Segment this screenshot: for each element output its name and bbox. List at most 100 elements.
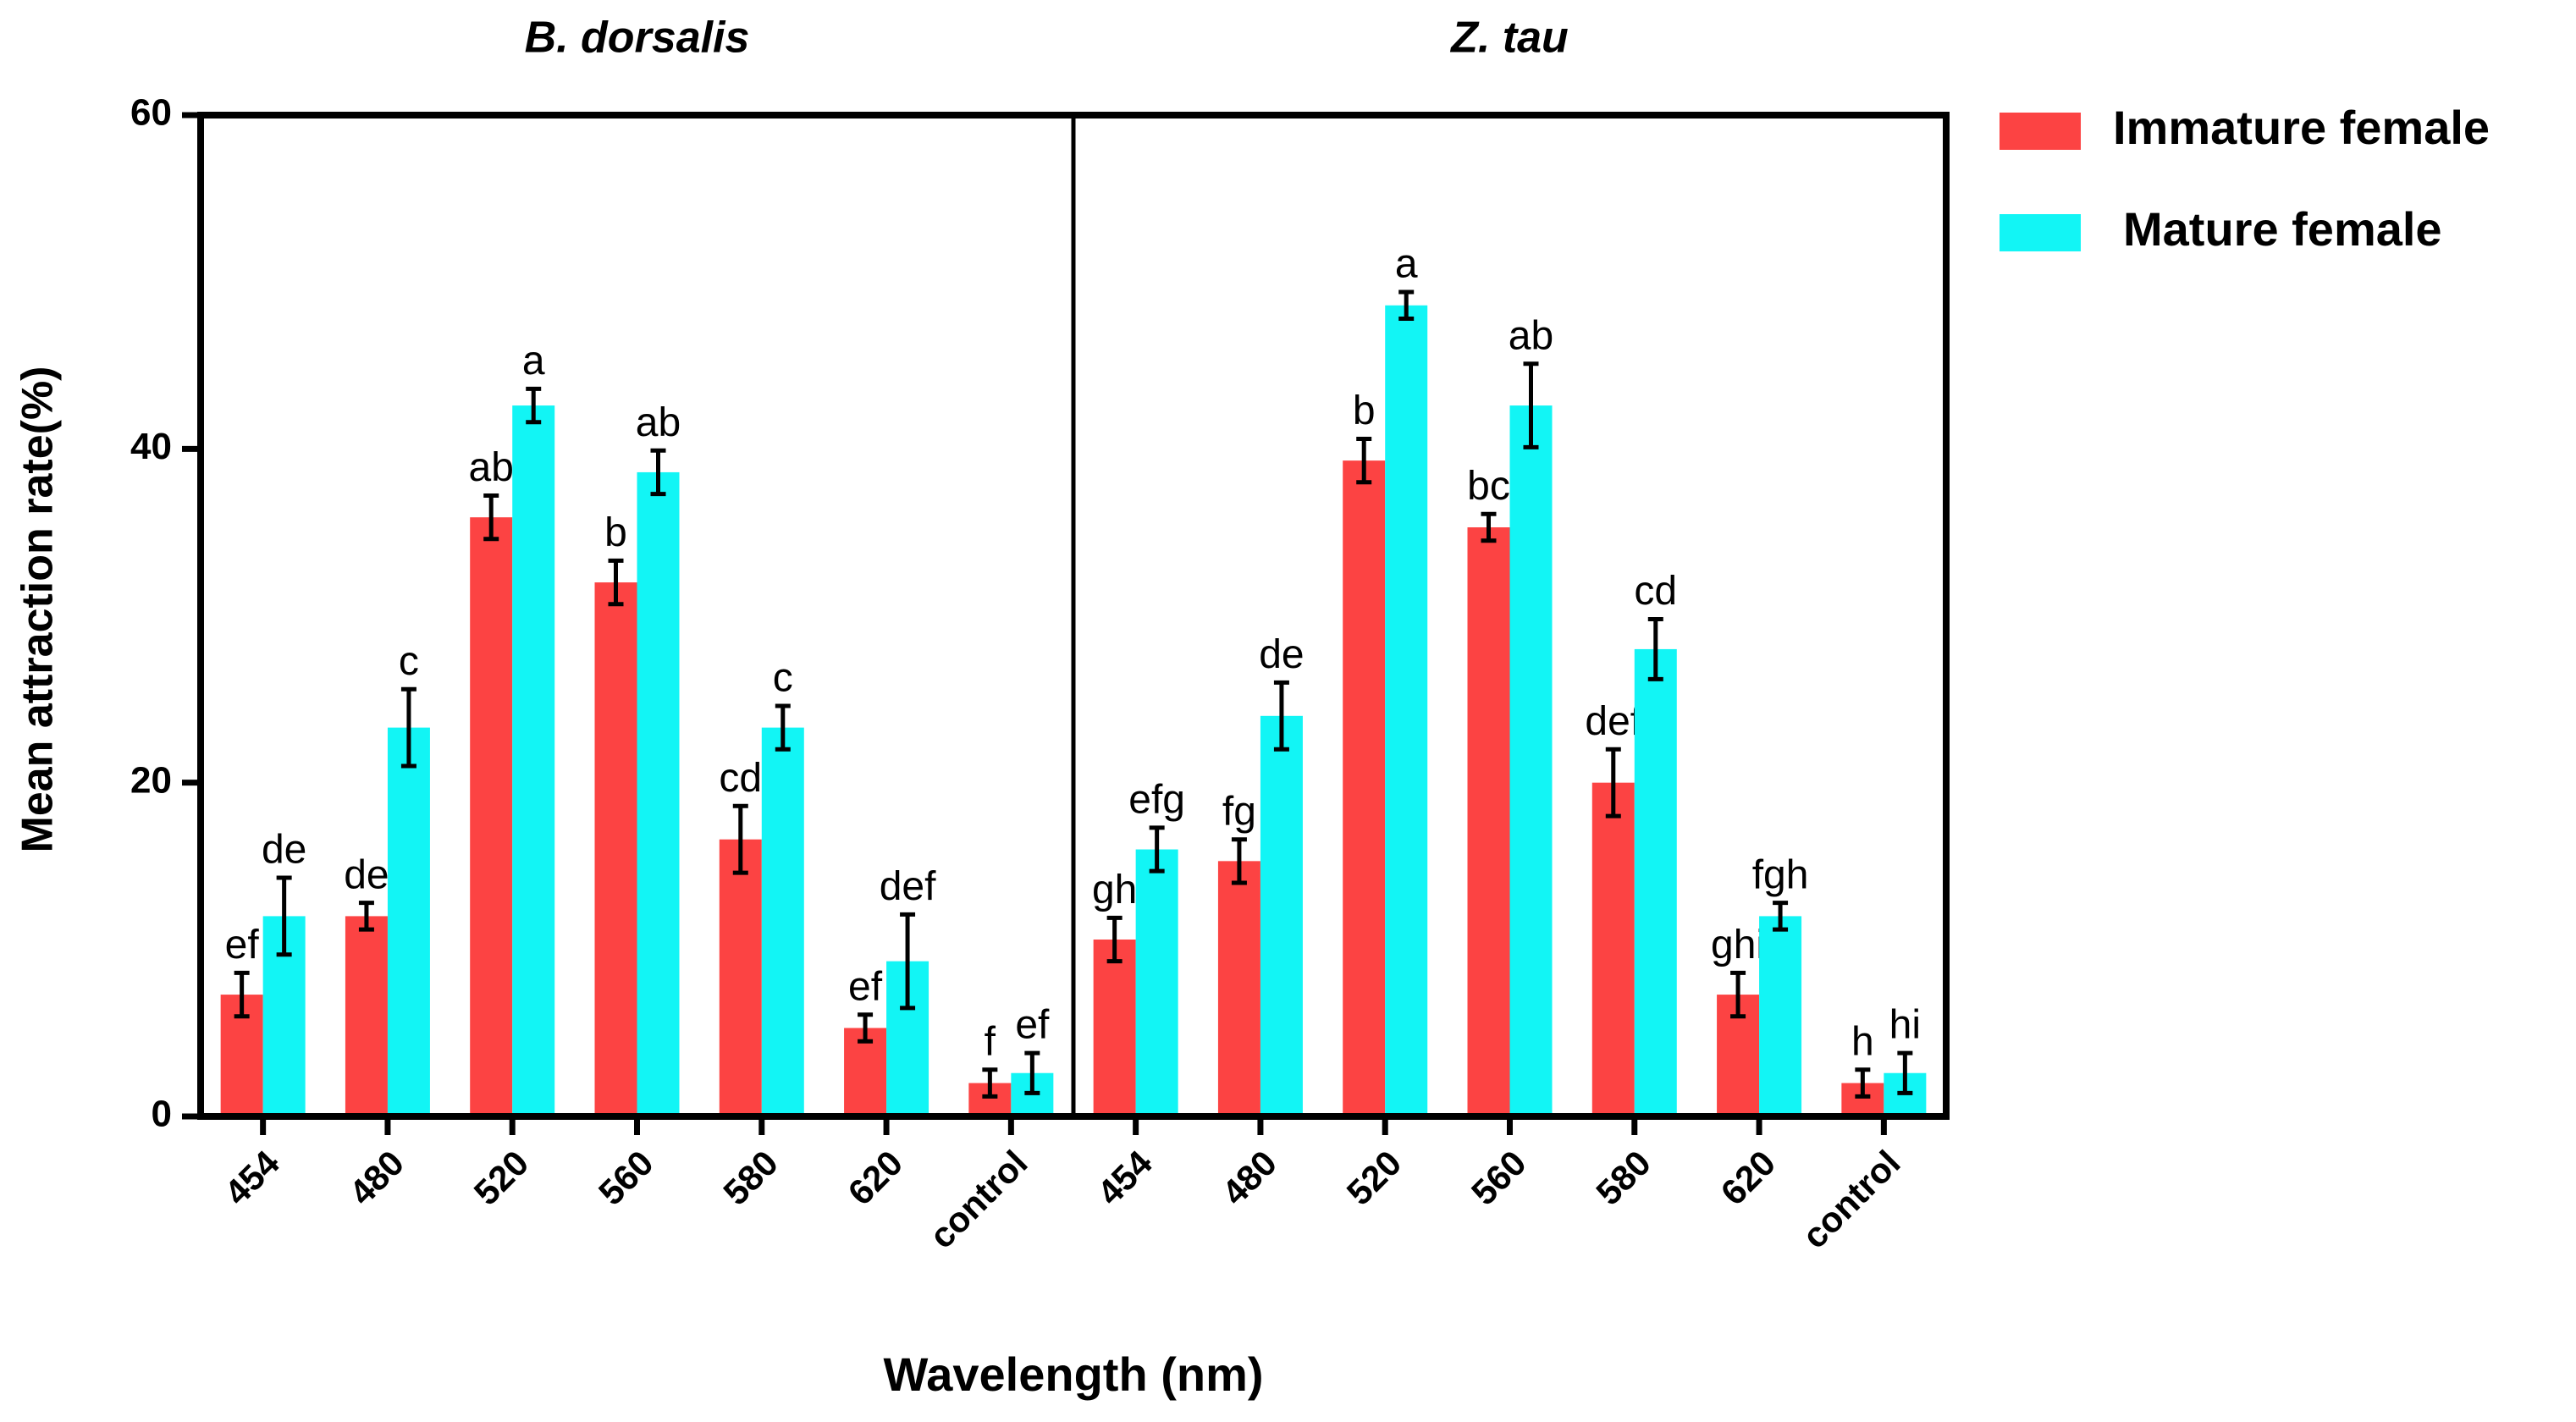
error-bar [1149, 825, 1165, 874]
error-bar [1855, 1067, 1871, 1099]
error-bar [732, 803, 748, 875]
significance-letter: fgh [1752, 852, 1809, 897]
error-bar [400, 686, 416, 769]
panel-title: B. dorsalis [525, 14, 750, 63]
legend-label: Mature female [2123, 202, 2442, 256]
error-bar [1523, 361, 1539, 449]
significance-letter: ghi [1711, 923, 1765, 967]
significance-letter: def [880, 864, 936, 909]
significance-letter: de [344, 852, 389, 897]
error-bar [1231, 837, 1247, 885]
significance-letter: a [522, 339, 545, 383]
significance-letter: cd [1634, 569, 1677, 614]
significance-letter: f [985, 1019, 996, 1064]
x-tick-label: 520 [1339, 1143, 1409, 1213]
significance-letter: c [773, 656, 793, 701]
significance-letter: ab [469, 445, 514, 490]
bar [1343, 460, 1386, 1116]
x-tick-label: 580 [1588, 1143, 1658, 1213]
y-tick-label: 60 [130, 92, 172, 134]
bar [719, 839, 762, 1116]
error-bar [276, 875, 292, 957]
error-bar [1024, 1050, 1040, 1095]
significance-letter: efg [1128, 778, 1185, 823]
bar [1509, 405, 1553, 1116]
error-bar [1897, 1050, 1913, 1095]
significance-letter: de [1259, 632, 1304, 677]
significance-letter: b [604, 510, 627, 555]
x-tick-label: 560 [591, 1143, 661, 1213]
x-tick-label: 520 [466, 1143, 537, 1213]
bar [594, 582, 637, 1116]
bar [512, 405, 555, 1116]
significance-letter: bc [1467, 464, 1510, 509]
error-bar [900, 912, 916, 1011]
significance-letter: def [1585, 699, 1641, 744]
x-tick-label: control [1795, 1143, 1908, 1256]
bar [637, 471, 680, 1116]
bar [1591, 782, 1635, 1116]
x-tick-label: 560 [1464, 1143, 1534, 1213]
x-tick-label: 620 [1713, 1143, 1783, 1213]
y-tick-label: 0 [152, 1094, 172, 1135]
x-tick-label: 454 [217, 1143, 287, 1213]
significance-letter: hi [1889, 1003, 1921, 1048]
significance-letter: b [1353, 389, 1376, 433]
significance-letter: ef [1015, 1003, 1050, 1048]
error-bar [1273, 680, 1289, 752]
x-tick-label: 620 [840, 1143, 910, 1213]
x-tick-label: 580 [715, 1143, 786, 1213]
significance-letter: de [262, 828, 306, 873]
error-bar [982, 1067, 998, 1099]
x-tick-label: 480 [1214, 1143, 1284, 1213]
y-tick-label: 40 [130, 426, 172, 467]
legend-label: Immature female [2113, 101, 2490, 154]
x-tick-label: control [922, 1143, 1035, 1256]
error-bar [526, 386, 542, 425]
error-bar [1106, 915, 1123, 964]
y-tick-label: 20 [130, 759, 172, 801]
error-bar [775, 703, 791, 752]
significance-letter: ef [225, 923, 260, 967]
error-bar [1356, 437, 1372, 485]
error-bar [1730, 970, 1746, 1019]
bar [1467, 527, 1510, 1116]
significance-letter: cd [719, 756, 762, 801]
bar [1634, 648, 1677, 1116]
significance-letter: ab [636, 400, 681, 445]
bar [761, 727, 804, 1116]
significance-letter: fg [1222, 789, 1256, 834]
bar [470, 517, 513, 1116]
error-bar [858, 1012, 874, 1044]
y-axis-label: Mean attraction rate(%) [14, 367, 63, 853]
error-bar [608, 558, 624, 607]
bar [1759, 916, 1802, 1116]
bar [1217, 861, 1260, 1116]
significance-letter: ef [848, 964, 883, 1009]
error-bar [358, 901, 374, 932]
error-bar [1398, 289, 1415, 322]
bar [387, 727, 430, 1116]
legend-swatch [2000, 113, 2081, 150]
significance-letter: gh [1092, 868, 1137, 912]
error-bar [234, 970, 250, 1019]
legend-swatch [2000, 214, 2081, 251]
bar [1135, 849, 1178, 1116]
error-bar [1773, 901, 1789, 932]
x-tick-label: 454 [1089, 1143, 1160, 1213]
significance-letter: ab [1509, 313, 1553, 358]
bar [1385, 305, 1428, 1116]
significance-letter: c [399, 639, 419, 684]
error-bar [650, 448, 666, 497]
error-bar [1647, 616, 1663, 681]
x-tick-label: 480 [341, 1143, 411, 1213]
error-bar [483, 493, 499, 542]
bar [1093, 940, 1136, 1116]
bar [1260, 715, 1303, 1116]
significance-letter: h [1851, 1019, 1874, 1064]
x-axis-label: Wavelength (nm) [883, 1348, 1263, 1401]
bar [345, 916, 388, 1116]
error-bar [1605, 747, 1621, 818]
significance-letter: a [1395, 242, 1418, 287]
